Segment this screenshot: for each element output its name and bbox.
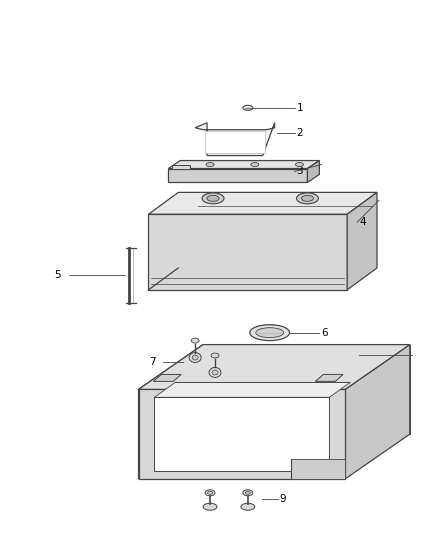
Text: 9: 9: [279, 494, 286, 504]
Polygon shape: [148, 214, 347, 290]
Ellipse shape: [209, 367, 221, 377]
Ellipse shape: [297, 193, 318, 204]
Text: 5: 5: [54, 270, 61, 280]
Ellipse shape: [243, 106, 253, 110]
Ellipse shape: [202, 193, 224, 204]
Ellipse shape: [241, 503, 255, 510]
Polygon shape: [155, 397, 329, 471]
Polygon shape: [138, 389, 345, 479]
Ellipse shape: [243, 490, 253, 496]
Polygon shape: [148, 192, 377, 214]
Ellipse shape: [191, 338, 199, 343]
Ellipse shape: [301, 196, 314, 201]
Text: 8: 8: [361, 350, 368, 360]
Ellipse shape: [189, 352, 201, 362]
Ellipse shape: [207, 196, 219, 201]
Text: 1: 1: [297, 103, 303, 113]
Ellipse shape: [205, 490, 215, 496]
Polygon shape: [168, 160, 319, 168]
Ellipse shape: [192, 355, 198, 360]
Polygon shape: [345, 345, 410, 479]
Polygon shape: [138, 345, 203, 479]
Polygon shape: [290, 459, 345, 479]
Ellipse shape: [296, 163, 304, 166]
Text: 3: 3: [297, 166, 303, 176]
Ellipse shape: [250, 325, 290, 341]
Polygon shape: [138, 345, 410, 389]
Ellipse shape: [206, 163, 214, 166]
Polygon shape: [347, 192, 377, 290]
Polygon shape: [168, 168, 307, 182]
Text: 4: 4: [359, 217, 366, 227]
Ellipse shape: [208, 491, 212, 494]
Polygon shape: [172, 165, 190, 168]
Ellipse shape: [212, 370, 218, 375]
Polygon shape: [153, 375, 181, 382]
Ellipse shape: [245, 491, 250, 494]
Polygon shape: [307, 160, 319, 182]
Ellipse shape: [211, 353, 219, 358]
Text: 6: 6: [321, 328, 328, 337]
Ellipse shape: [256, 328, 283, 337]
Polygon shape: [195, 123, 275, 156]
Ellipse shape: [251, 163, 259, 166]
Polygon shape: [205, 131, 265, 152]
Ellipse shape: [203, 503, 217, 510]
Text: 7: 7: [149, 357, 155, 367]
Text: 2: 2: [297, 128, 303, 138]
Polygon shape: [203, 345, 410, 434]
Polygon shape: [155, 382, 350, 397]
Polygon shape: [315, 375, 343, 382]
